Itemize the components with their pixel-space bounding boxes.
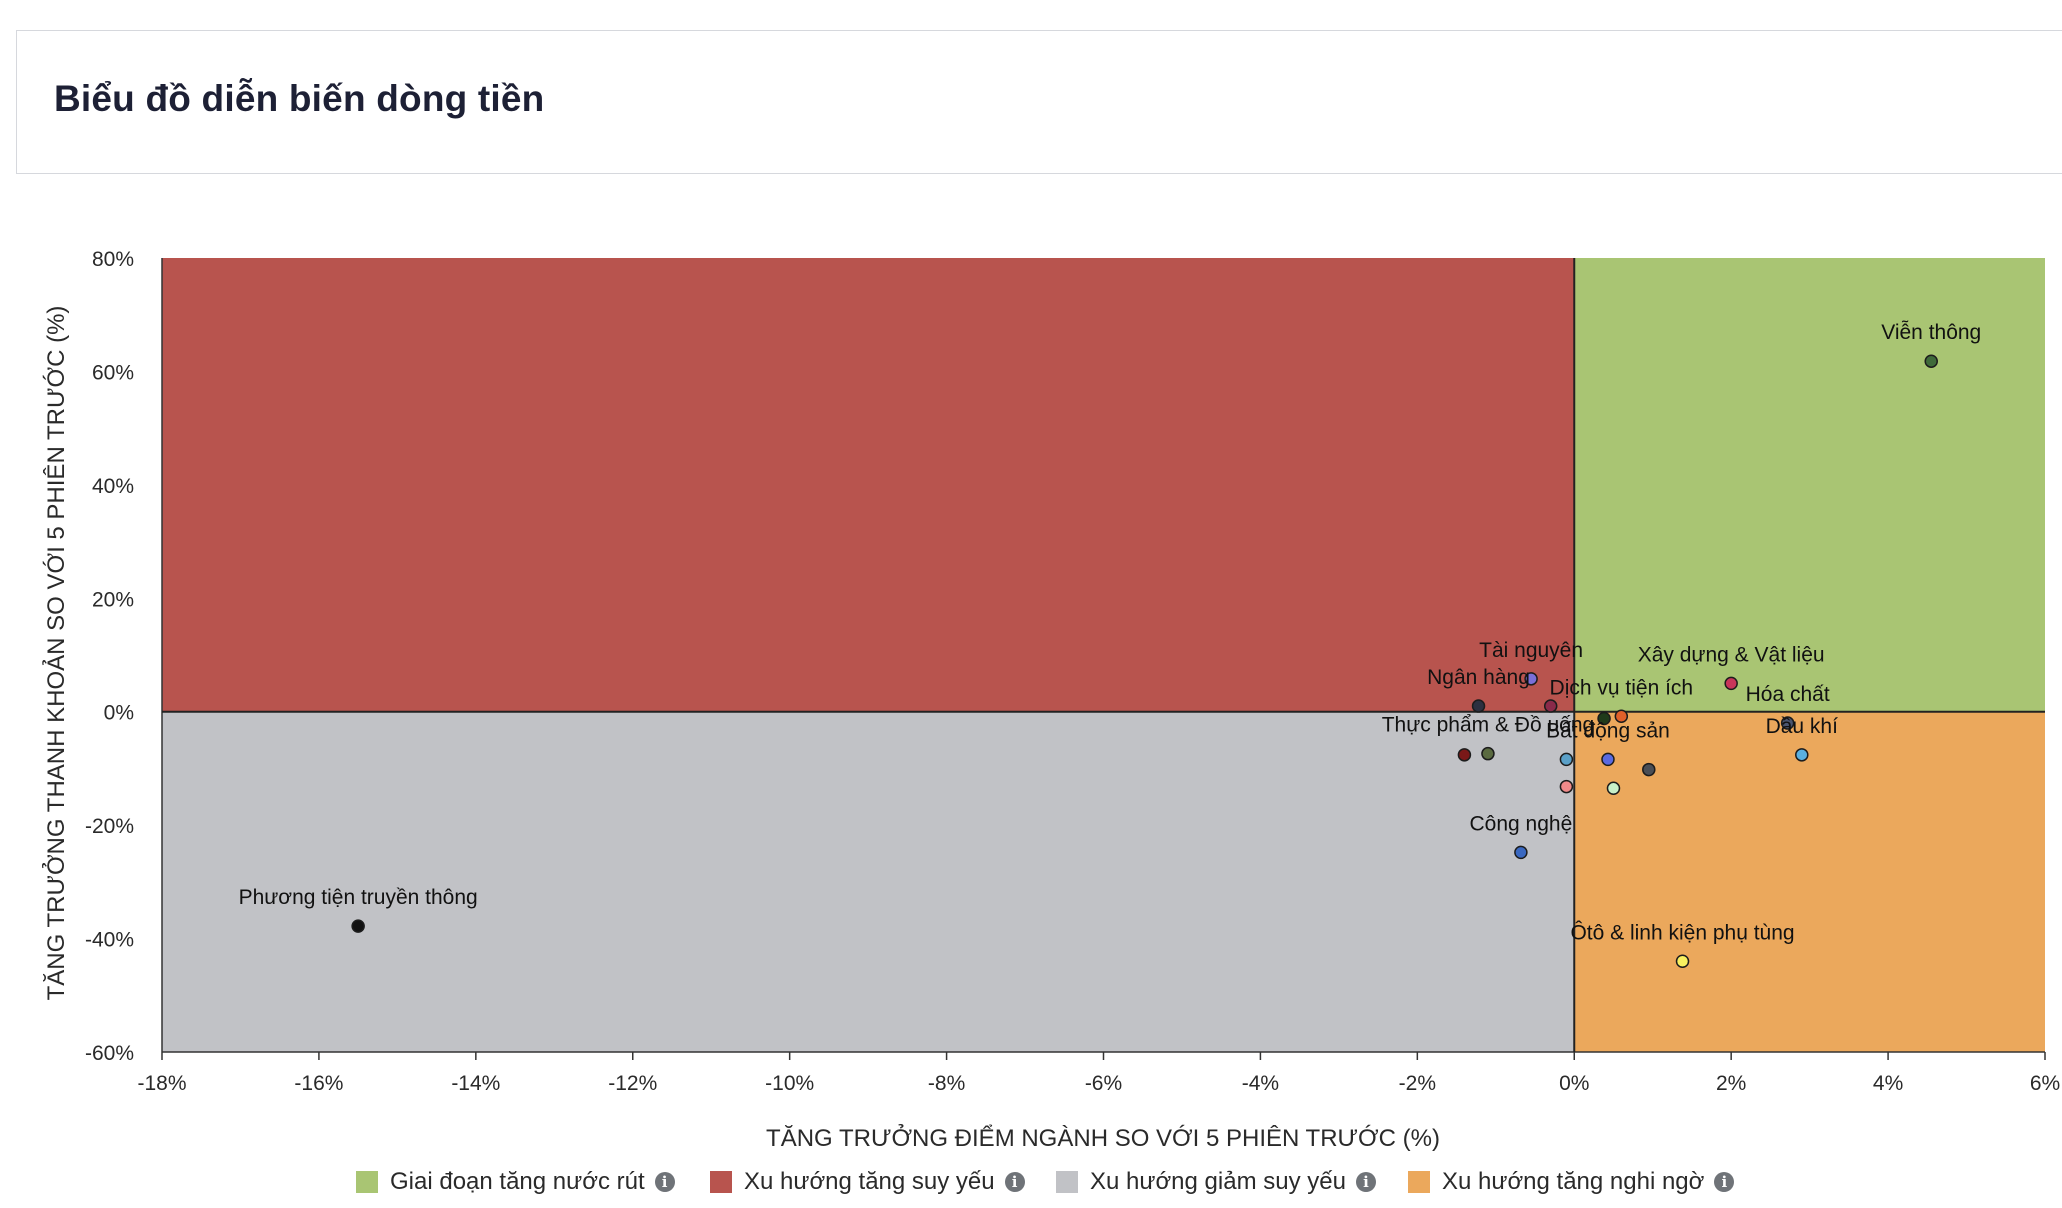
- x-tick-label: 4%: [1873, 1072, 1903, 1095]
- y-tick-labels: 80% 60% 40% 20% 0% -20% -40% -60%: [85, 248, 134, 1065]
- info-icon[interactable]: i: [1355, 1172, 1376, 1192]
- x-tick-label: 2%: [1716, 1072, 1746, 1095]
- x-tick-label: 0%: [1559, 1072, 1589, 1095]
- data-point: [1457, 748, 1472, 762]
- chart-header-card: [16, 30, 2062, 174]
- data-label: Ôtô & linh kiện phụ tùng: [1570, 921, 1794, 944]
- quadrant-backgrounds: [162, 258, 2045, 1052]
- legend-item-sprint[interactable]: Giai đoạn tăng nước rút i: [356, 1168, 675, 1196]
- data-point: [1614, 709, 1629, 724]
- data-point: [1471, 699, 1486, 713]
- data-point: [1724, 676, 1738, 691]
- info-icon[interactable]: i: [654, 1172, 675, 1192]
- data-point: [1780, 716, 1795, 730]
- legend-label: Xu hướng giảm suy yếu: [1090, 1168, 1346, 1195]
- legend-item-doubtful-uptrend[interactable]: Xu hướng tăng nghi ngờ i: [1408, 1168, 1735, 1196]
- data-label: Viễn thông: [1881, 321, 1981, 344]
- x-tick-label: 6%: [2030, 1072, 2060, 1095]
- x-tick-label: -2%: [1399, 1072, 1436, 1095]
- legend-swatch: [1056, 1171, 1078, 1193]
- x-tick-label: -16%: [294, 1072, 343, 1095]
- data-label: Tài nguyên: [1479, 639, 1583, 662]
- y-tick-label: 60%: [92, 361, 134, 384]
- data-points: [351, 354, 1938, 969]
- info-icon[interactable]: i: [1004, 1172, 1025, 1192]
- data-point: [1675, 954, 1690, 969]
- x-tick-label: -8%: [928, 1072, 965, 1095]
- x-tick-label: -6%: [1085, 1072, 1122, 1095]
- data-point: [1606, 781, 1621, 796]
- x-tick-labels: -18% -16% -14% -12% -10% -8% -6% -4% -2% 0% 2% 4% 6%: [137, 1052, 2060, 1095]
- legend-swatch: [356, 1171, 378, 1193]
- y-tick-label: -20%: [85, 815, 134, 838]
- legend-item-weakening-downtrend[interactable]: Xu hướng giảm suy yếu i: [1056, 1168, 1376, 1196]
- y-tick-label: 0%: [104, 702, 134, 725]
- data-point: [1514, 845, 1528, 860]
- y-axis-label: TĂNG TRƯỞNG THANH KHOẢN SO VỚI 5 PHIÊN T…: [41, 306, 70, 1001]
- quadrant-2: [162, 711, 1575, 1052]
- quadrant-0: [1574, 258, 2045, 712]
- data-label: Dịch vụ tiện ích: [1550, 676, 1694, 699]
- legend-label: Giai đoạn tăng nước rút: [390, 1168, 645, 1195]
- x-tick-label: -18%: [137, 1072, 186, 1095]
- info-icon[interactable]: i: [1714, 1172, 1735, 1192]
- data-point: [351, 919, 365, 933]
- legend-item-weakening-uptrend[interactable]: Xu hướng tăng suy yếu i: [710, 1168, 1025, 1196]
- x-axis-label: TĂNG TRƯỞNG ĐIỂM NGÀNH SO VỚI 5 PHIÊN TR…: [766, 1123, 1440, 1152]
- x-tick-label: -10%: [765, 1072, 814, 1095]
- data-label: Bất động sản: [1546, 719, 1670, 742]
- legend-label: Xu hướng tăng nghi ngờ: [1442, 1168, 1705, 1195]
- y-tick-label: 80%: [92, 248, 134, 271]
- data-point: [1642, 762, 1656, 777]
- scatter-chart: 80%60%40%20%0%-20%-40%-60% -18% -16% -14% -…: [41, 248, 2060, 1152]
- data-label: Thực phẩm & Đồ uống: [1382, 714, 1595, 737]
- data-point: [1524, 672, 1538, 686]
- y-tick-label: -60%: [85, 1042, 134, 1065]
- legend-label: Xu hướng tăng suy yếu: [744, 1168, 995, 1195]
- data-label: Hóa chất: [1746, 683, 1830, 706]
- x-tick-label: -4%: [1242, 1072, 1279, 1095]
- data-point: [1597, 711, 1611, 726]
- quadrant-1: [162, 258, 1575, 712]
- chart-legend: Giai đoạn tăng nước rút i Xu hướng tăng …: [0, 1168, 2062, 1208]
- data-label: Dầu khí: [1766, 715, 1839, 738]
- point-labels: Viễn thông Tài nguyên Ngân hàng Xây dựng & …: [239, 321, 1982, 944]
- data-label: Phương tiện truyền thông: [239, 886, 478, 909]
- legend-swatch: [710, 1171, 732, 1193]
- data-point: [1481, 746, 1495, 761]
- data-point: [1559, 779, 1574, 794]
- y-tick-label: 20%: [92, 588, 134, 611]
- legend-swatch: [1408, 1171, 1430, 1193]
- data-point: [1559, 752, 1574, 767]
- x-tick-label: -14%: [451, 1072, 500, 1095]
- data-point: [1543, 699, 1558, 713]
- data-label: Công nghệ: [1470, 812, 1573, 835]
- data-point: [1924, 354, 1938, 368]
- data-point: [1795, 748, 1809, 762]
- y-tick-label: -40%: [85, 929, 134, 952]
- data-point: [1601, 752, 1615, 767]
- data-label: Ngân hàng: [1427, 666, 1530, 689]
- y-tick-label: 40%: [92, 475, 134, 498]
- x-tick-label: -12%: [608, 1072, 657, 1095]
- page-title: Biểu đồ diễn biến dòng tiền: [54, 78, 545, 119]
- data-label: Xây dựng & Vật liệu: [1638, 643, 1825, 666]
- quadrant-3: [1574, 711, 2045, 1052]
